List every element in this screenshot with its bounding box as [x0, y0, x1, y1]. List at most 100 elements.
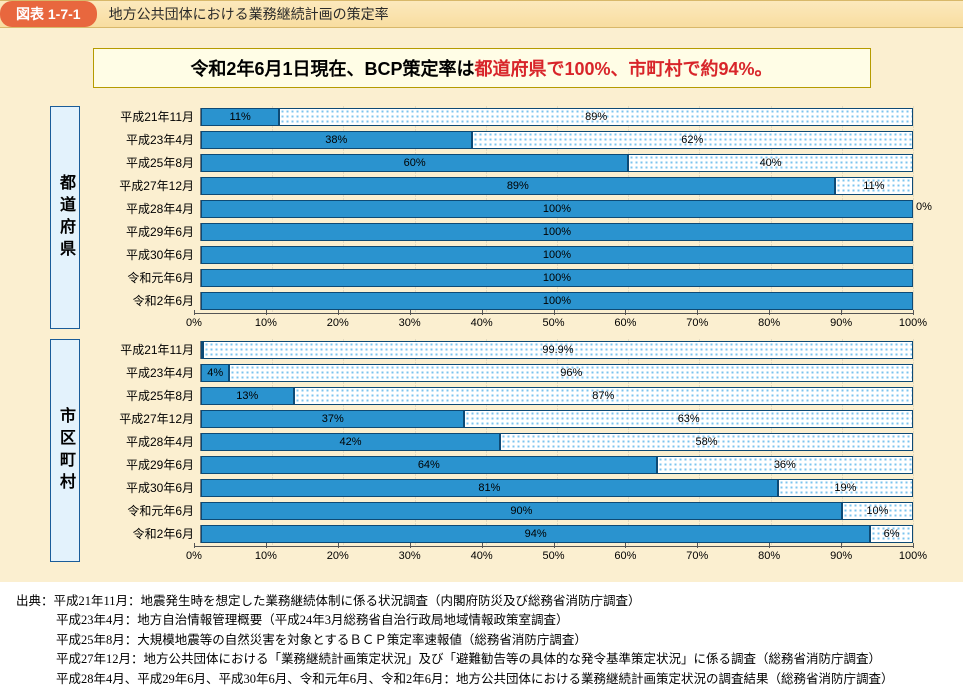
- bar-segment-not-established: 96%: [229, 364, 913, 382]
- bar-row: 平成27年12月37%63%: [84, 408, 913, 429]
- bar-segment-established: 42%: [201, 433, 500, 451]
- row-label: 平成27年12月: [84, 177, 200, 194]
- callout-accent: 都道府県で100%、市町村で約94%。: [474, 59, 772, 79]
- row-label: 平成25年8月: [84, 154, 200, 171]
- bar-value-not-established: 36%: [774, 459, 796, 471]
- bar-segment-established: 90%: [201, 502, 842, 520]
- bar-segment-established: 100%: [201, 200, 913, 218]
- bar-value-established: 100%: [543, 272, 571, 284]
- bar-segment-established: 89%: [201, 177, 835, 195]
- source-line: 出典：平成21年11月：地震発生時を想定した業務継続体制に係る状況調査（内閣府防…: [16, 592, 947, 611]
- row-label: 平成29年6月: [84, 223, 200, 240]
- bar-segment-not-established: 11%: [835, 177, 913, 195]
- bar-track: 90%10%: [200, 502, 913, 520]
- bar-segment-not-established: 99.9%: [203, 341, 913, 359]
- bar-value-not-established: 11%: [863, 180, 884, 192]
- bar-row: 平成29年6月100%: [84, 221, 913, 242]
- row-label: 平成30年6月: [84, 479, 200, 496]
- bar-value-established: 81%: [478, 482, 500, 494]
- row-label: 平成27年12月: [84, 410, 200, 427]
- bar-track: 94%6%: [200, 525, 913, 543]
- bar-value-established: 4%: [207, 367, 223, 379]
- axis-tick-label: 20%: [327, 317, 349, 329]
- bar-segment-established: 94%: [201, 525, 870, 543]
- axis-tick-label: 50%: [542, 317, 564, 329]
- axis-tick-label: 90%: [830, 317, 852, 329]
- row-label: 令和2年6月: [84, 292, 200, 309]
- bar-row: 平成30年6月 81% 19%: [84, 477, 913, 498]
- figure-tag: 図表 1-7-1: [0, 1, 97, 27]
- bar-track: 100%0%: [200, 200, 913, 218]
- bar-value-not-established: 58%: [695, 436, 717, 448]
- bar-value-not-established: 0%: [913, 201, 932, 213]
- bar-segment-not-established: 89%: [279, 108, 913, 126]
- bar-row: 平成28年4月 42% 58%: [84, 431, 913, 452]
- axis-tick-label: 100%: [899, 317, 927, 329]
- axis-tick-label: 0%: [186, 317, 202, 329]
- bar-row: 平成21年11月11%89%: [84, 106, 913, 127]
- bar-track: 100%: [200, 269, 913, 287]
- row-label: 令和元年6月: [84, 269, 200, 286]
- bar-row: 令和元年6月90%10%: [84, 500, 913, 521]
- bar-segment-established: 100%: [201, 292, 913, 310]
- bar-value-not-established: 19%: [834, 482, 856, 494]
- bar-value-established: 38%: [325, 134, 347, 146]
- axis-tick-label: 90%: [830, 550, 852, 562]
- bar-row: 平成27年12月 89% 11%: [84, 175, 913, 196]
- axis-tick-label: 50%: [542, 550, 564, 562]
- bar-segment-not-established: 62%: [472, 131, 913, 149]
- bar-segment-established: 64%: [201, 456, 657, 474]
- bar-segment-established: 4%: [201, 364, 229, 382]
- bar-row: 平成23年4月38%62%: [84, 129, 913, 150]
- bar-value-established: 60%: [404, 157, 426, 169]
- axis-tick-label: 20%: [327, 550, 349, 562]
- row-label: 平成28年4月: [84, 433, 200, 450]
- source-line: 平成28年4月、平成29年6月、平成30年6月、令和元年6月、令和2年6月：地方…: [16, 670, 947, 689]
- axis-tick-label: 70%: [686, 550, 708, 562]
- axis-tick-label: 40%: [471, 550, 493, 562]
- bar-segment-established: 100%: [201, 246, 913, 264]
- title-bar: 図表 1-7-1 地方公共団体における業務継続計画の策定率: [0, 0, 963, 28]
- bar-value-established: 42%: [340, 436, 362, 448]
- bar-track: 0.1%99.9%: [200, 341, 913, 359]
- axis-tick-label: 10%: [255, 550, 277, 562]
- bar-value-established: 89%: [507, 180, 529, 192]
- bar-value-established: 94%: [525, 528, 547, 540]
- bar-value-established: 11%: [230, 111, 251, 123]
- axis-tick-label: 10%: [255, 317, 277, 329]
- axis-municipalities: 0%10%20%30%40%50%60%70%80%90%100%: [84, 546, 913, 562]
- bar-segment-not-established: 19%: [778, 479, 913, 497]
- chart-municipalities: 市区町村 平成21年11月0.1%99.9%平成23年4月4%96%平成25年8…: [50, 339, 913, 562]
- bar-segment-established: 81%: [201, 479, 778, 497]
- axis-tick-label: 60%: [614, 317, 636, 329]
- bar-value-not-established: 96%: [560, 367, 582, 379]
- bar-track: 100%: [200, 246, 913, 264]
- bar-track: 100%: [200, 223, 913, 241]
- bar-track: 64% 36%: [200, 456, 913, 474]
- row-label: 令和元年6月: [84, 502, 200, 519]
- bar-value-not-established: 87%: [592, 390, 614, 402]
- row-label: 平成23年4月: [84, 364, 200, 381]
- bar-track: 81% 19%: [200, 479, 913, 497]
- bar-value-established: 64%: [418, 459, 440, 471]
- callout-prefix: 令和2年6月1日現在、BCP策定率は: [190, 59, 474, 79]
- bar-value-established: 13%: [236, 390, 258, 402]
- bar-row: 平成30年6月100%: [84, 244, 913, 265]
- bar-row: 平成28年4月100%0%: [84, 198, 913, 219]
- axis-prefectures: 0%10%20%30%40%50%60%70%80%90%100%: [84, 313, 913, 329]
- bar-value-established: 90%: [510, 505, 532, 517]
- bar-row: 令和2年6月94%6%: [84, 523, 913, 544]
- bar-value-not-established: 40%: [760, 157, 782, 169]
- axis-tick-label: 30%: [399, 317, 421, 329]
- source-line: 平成23年4月：地方自治情報管理概要（平成24年3月総務省自治行政局地域情報政策…: [16, 611, 947, 630]
- bar-row: 平成23年4月 4% 96%: [84, 362, 913, 383]
- bar-value-established: 100%: [543, 295, 571, 307]
- bar-segment-established: 38%: [201, 131, 472, 149]
- row-label: 令和2年6月: [84, 525, 200, 542]
- bar-value-established: 100%: [543, 249, 571, 261]
- bar-value-not-established: 99.9%: [542, 344, 573, 356]
- axis-tick-label: 100%: [899, 550, 927, 562]
- row-label: 平成21年11月: [84, 341, 200, 358]
- axis-tick-label: 0%: [186, 550, 202, 562]
- bar-value-not-established: 62%: [681, 134, 703, 146]
